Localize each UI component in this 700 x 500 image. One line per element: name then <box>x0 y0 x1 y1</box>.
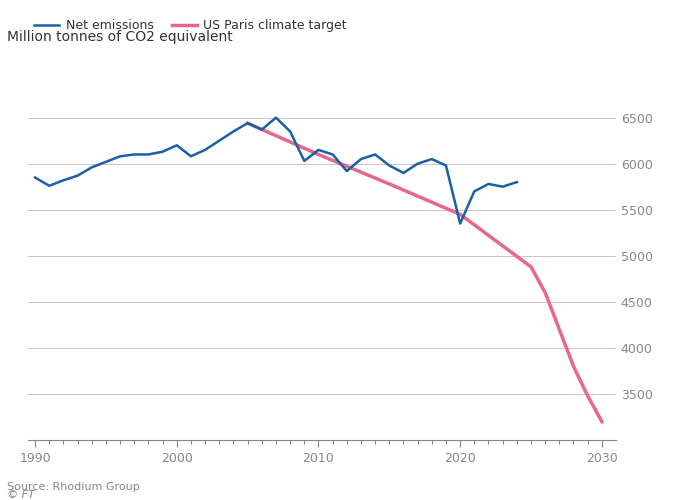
Legend: Net emissions, US Paris climate target: Net emissions, US Paris climate target <box>34 19 347 32</box>
Text: Source: Rhodium Group: Source: Rhodium Group <box>7 482 140 492</box>
Text: Million tonnes of CO2 equivalent: Million tonnes of CO2 equivalent <box>7 30 232 44</box>
Text: © FT: © FT <box>7 490 35 500</box>
